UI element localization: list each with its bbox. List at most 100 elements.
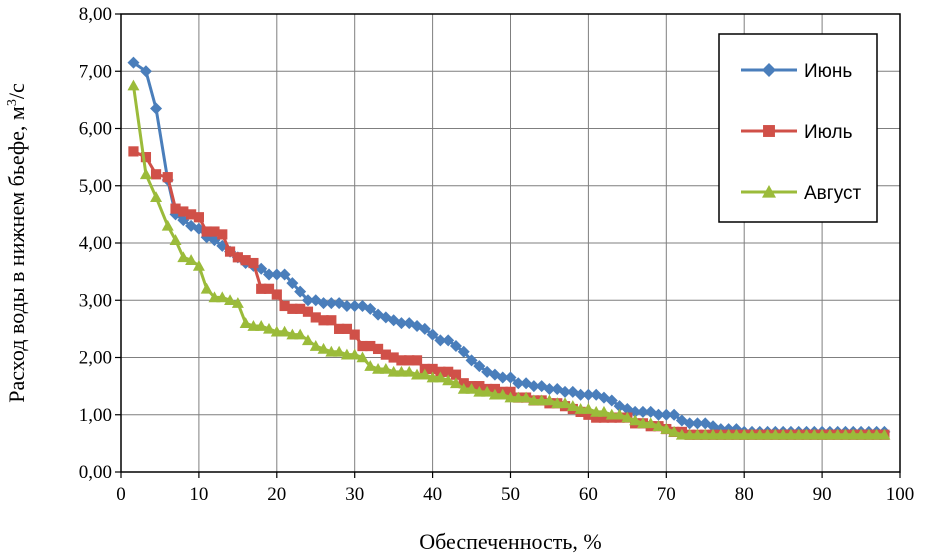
- data-point-marker: [862, 428, 875, 440]
- legend-item: Июнь: [741, 61, 852, 82]
- data-point-marker: [170, 203, 181, 214]
- data-point-marker: [559, 385, 572, 398]
- data-point-marker: [341, 323, 353, 334]
- data-point-marker: [216, 291, 229, 303]
- data-point-marker: [808, 428, 821, 440]
- data-point-marker: [738, 428, 751, 440]
- data-point-marker: [543, 382, 556, 395]
- x-axis-title: Обеспеченность, %: [419, 529, 602, 554]
- data-point-marker: [784, 428, 797, 440]
- data-point-marker: [598, 412, 610, 423]
- data-point-marker: [263, 268, 276, 281]
- data-point-marker: [792, 428, 805, 440]
- data-point-marker: [652, 420, 665, 431]
- x-tick-label: 0: [116, 484, 126, 505]
- data-point-marker: [473, 360, 486, 373]
- data-point-marker: [348, 348, 361, 360]
- data-point-marker: [551, 397, 564, 409]
- y-axis-title: Расход воды в нижнем бьефе, м3/с: [4, 83, 29, 403]
- data-point-marker: [839, 428, 852, 440]
- y-tick-label: 2,00: [79, 348, 112, 369]
- data-point-marker: [309, 340, 322, 351]
- data-point-marker: [161, 219, 174, 231]
- data-point-marker: [395, 365, 408, 377]
- data-point-marker: [178, 206, 189, 217]
- data-point-marker: [762, 185, 776, 198]
- data-point-marker: [449, 377, 462, 389]
- y-tick-label: 5,00: [79, 176, 112, 197]
- data-point-marker: [287, 303, 298, 314]
- data-point-marker: [668, 425, 681, 437]
- data-point-marker: [139, 65, 152, 78]
- data-point-marker: [418, 368, 431, 380]
- data-point-marker: [364, 360, 377, 371]
- data-point-marker: [278, 325, 291, 337]
- data-point-marker: [582, 403, 595, 414]
- x-tick-label: 90: [813, 484, 832, 505]
- data-point-marker: [777, 428, 790, 440]
- data-point-marker: [224, 246, 236, 257]
- data-point-marker: [652, 408, 665, 421]
- data-point-marker: [301, 294, 314, 307]
- data-point-marker: [255, 320, 268, 331]
- data-point-marker: [730, 428, 743, 440]
- data-point-marker: [636, 417, 649, 429]
- data-point-marker: [231, 297, 244, 308]
- data-point-marker: [340, 348, 353, 360]
- data-point-marker: [753, 428, 766, 440]
- data-point-marker: [527, 380, 540, 393]
- data-point-marker: [590, 405, 603, 417]
- data-point-marker: [574, 403, 587, 414]
- data-point-marker: [372, 343, 384, 355]
- data-point-marker: [605, 394, 618, 407]
- x-tick-label: 40: [423, 484, 442, 505]
- data-point-marker: [443, 366, 454, 377]
- data-point-marker: [240, 255, 251, 266]
- x-tick-label: 30: [345, 484, 364, 505]
- data-point-marker: [714, 428, 727, 440]
- data-point-marker: [660, 423, 673, 434]
- data-point-marker: [559, 397, 572, 409]
- data-point-marker: [683, 428, 696, 440]
- data-point-marker: [201, 226, 212, 237]
- data-point-marker: [301, 334, 314, 346]
- legend-item: Август: [741, 183, 861, 204]
- data-point-marker: [139, 168, 152, 180]
- data-point-marker: [878, 428, 891, 440]
- data-point-marker: [504, 391, 517, 403]
- data-point-marker: [762, 63, 776, 77]
- data-point-marker: [473, 385, 486, 397]
- data-point-marker: [379, 362, 392, 374]
- data-point-marker: [823, 428, 836, 440]
- data-point-marker: [333, 345, 346, 357]
- data-point-marker: [140, 152, 152, 163]
- data-point-marker: [411, 355, 423, 366]
- data-point-marker: [177, 251, 190, 263]
- data-point-marker: [127, 56, 140, 69]
- data-point-marker: [457, 345, 470, 358]
- legend: Июнь Июль Август: [718, 33, 878, 223]
- data-point-marker: [348, 299, 361, 312]
- x-tick-label: 20: [267, 484, 286, 505]
- data-point-marker: [318, 315, 329, 326]
- data-point-marker: [294, 328, 307, 340]
- data-point-marker: [450, 369, 462, 380]
- y-axis-title-sup: 3: [5, 99, 20, 106]
- data-point-marker: [763, 125, 775, 137]
- data-point-marker: [675, 428, 688, 440]
- data-point-marker: [816, 428, 829, 440]
- data-point-marker: [395, 317, 408, 330]
- data-point-marker: [325, 297, 338, 310]
- legend-label: Июль: [804, 122, 853, 143]
- series-layer: [127, 56, 891, 440]
- data-point-marker: [769, 428, 782, 440]
- y-axis-title-main: Расход воды в нижнем бьефе, м: [4, 106, 29, 403]
- data-point-marker: [465, 354, 478, 367]
- y-tick-label: 6,00: [79, 119, 112, 140]
- data-point-marker: [527, 394, 540, 406]
- data-point-marker: [162, 172, 173, 183]
- gridlines: [120, 13, 901, 473]
- x-axis-ticks: 0 10 20 30 40 50 60 70 80 90 100: [116, 472, 914, 505]
- data-point-marker: [349, 329, 360, 340]
